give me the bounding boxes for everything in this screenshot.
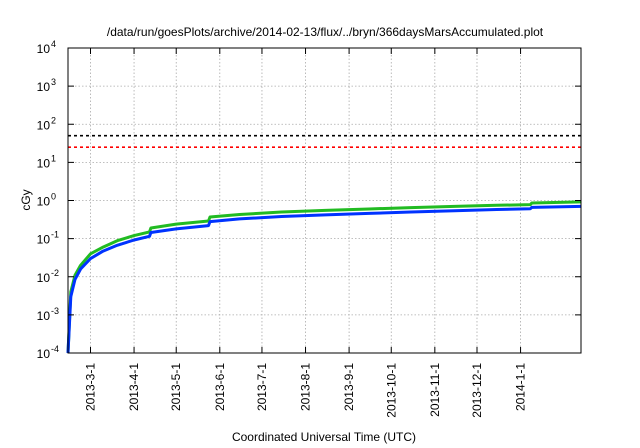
x-tick-label: 2013-12-1 (470, 363, 484, 418)
y-tick-label: 10-3 (37, 306, 59, 323)
chart-title: /data/run/goesPlots/archive/2014-02-13/f… (107, 25, 544, 39)
x-tick-label: 2013-8-1 (299, 363, 313, 411)
grid-lines (68, 48, 581, 353)
series-group (66, 200, 582, 354)
y-tick-label: 102 (37, 115, 56, 132)
y-axis-label: cGy (19, 189, 33, 210)
y-tick-label: 103 (37, 77, 56, 94)
x-tick-label: 2013-10-1 (384, 363, 398, 418)
x-tick-label: 2013-9-1 (342, 363, 356, 411)
x-axis-label: Coordinated Universal Time (UTC) (232, 430, 416, 444)
x-tick-label: 2013-7-1 (255, 363, 269, 411)
y-tick-label: 101 (37, 153, 56, 170)
x-tick-label: 2013-3-1 (83, 363, 97, 411)
x-tick-label: 2014-1-1 (514, 363, 528, 411)
x-tick-label: 2013-5-1 (169, 363, 183, 411)
y-tick-label: 10-4 (37, 344, 59, 361)
series-line (66, 204, 582, 354)
x-axis: 2013-3-1 2013-4-1 2013-5-1 2013-6-1 2013-7-1… (83, 48, 528, 418)
y-tick-label: 10-2 (37, 268, 59, 285)
x-tick-label: 2013-4-1 (127, 363, 141, 411)
y-axis: 10-4 10-3 10-2 10-1 100 101 102 103 104 (37, 39, 581, 361)
x-tick-label: 2013-6-1 (213, 363, 227, 411)
threshold-lines (68, 134, 581, 149)
y-tick-label: 100 (37, 192, 56, 209)
y-tick-label: 10-1 (37, 230, 59, 247)
y-tick-label: 104 (37, 39, 56, 56)
x-tick-label: 2013-11-1 (428, 363, 442, 417)
series-line (66, 200, 582, 354)
